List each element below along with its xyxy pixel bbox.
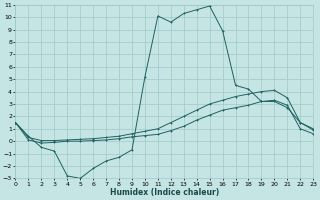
X-axis label: Humidex (Indice chaleur): Humidex (Indice chaleur) xyxy=(110,188,219,197)
